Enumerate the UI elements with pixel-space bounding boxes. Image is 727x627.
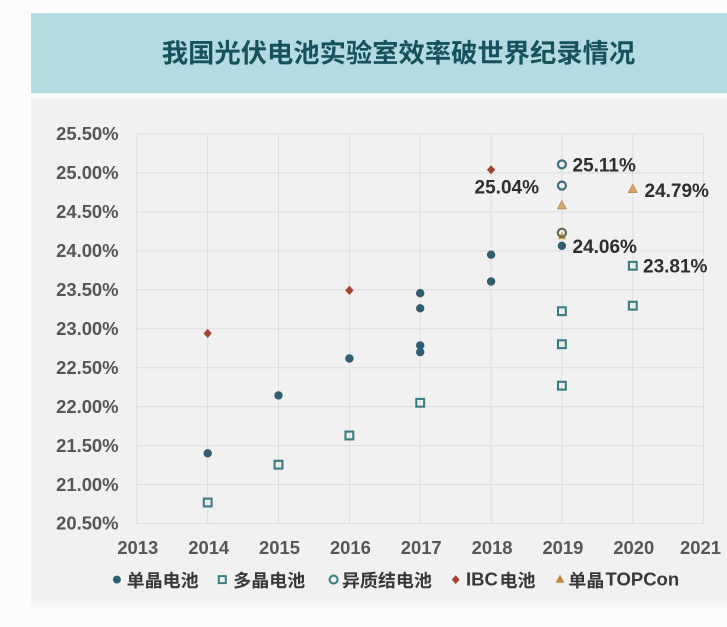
svg-text:22.00%: 22.00% <box>56 396 118 417</box>
svg-text:23.81%: 23.81% <box>643 257 708 278</box>
svg-text:21.50%: 21.50% <box>56 435 118 456</box>
svg-text:IBC: IBC <box>466 568 498 589</box>
svg-text:2018: 2018 <box>472 537 513 558</box>
svg-text:23.50%: 23.50% <box>56 279 118 300</box>
svg-text:23.00%: 23.00% <box>56 318 118 339</box>
svg-text:2021: 2021 <box>680 537 721 558</box>
svg-text:25.00%: 25.00% <box>56 162 118 183</box>
svg-text:25.11%: 25.11% <box>573 155 636 176</box>
svg-text:22.50%: 22.50% <box>56 357 118 378</box>
svg-text:24.00%: 24.00% <box>56 240 118 261</box>
svg-text:2015: 2015 <box>259 537 300 558</box>
svg-text:2014: 2014 <box>188 537 230 558</box>
svg-text:24.79%: 24.79% <box>645 181 710 202</box>
svg-text:25.50%: 25.50% <box>56 123 118 144</box>
svg-text:2017: 2017 <box>401 537 442 558</box>
svg-text:24.06%: 24.06% <box>573 237 638 258</box>
svg-text:2020: 2020 <box>613 537 654 558</box>
svg-text:20.50%: 20.50% <box>56 513 118 534</box>
svg-text:TOPCon: TOPCon <box>606 568 680 589</box>
svg-text:2013: 2013 <box>117 537 158 558</box>
svg-text:2019: 2019 <box>542 537 583 558</box>
svg-text:25.04%: 25.04% <box>475 177 540 198</box>
svg-text:21.00%: 21.00% <box>56 474 118 495</box>
svg-text:2016: 2016 <box>330 537 371 558</box>
svg-text:24.50%: 24.50% <box>56 201 118 222</box>
